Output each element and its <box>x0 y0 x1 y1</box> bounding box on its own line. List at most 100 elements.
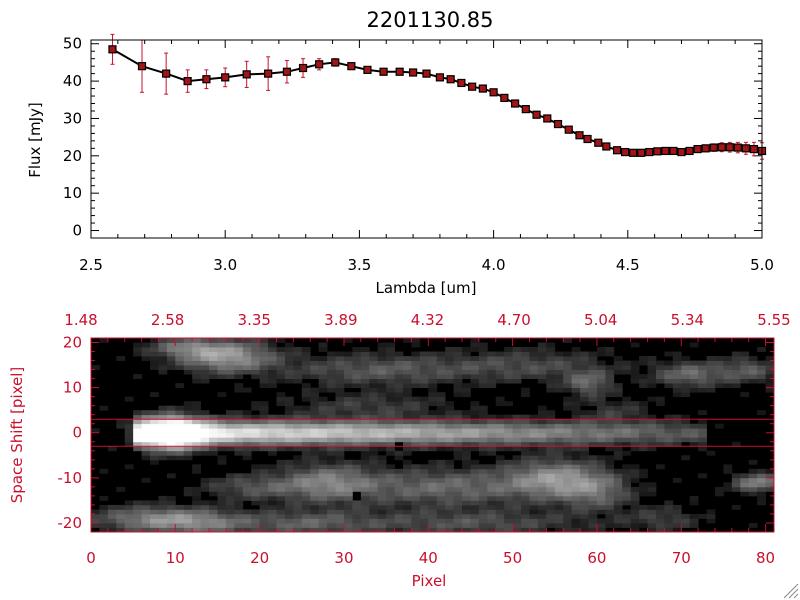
image-pixel <box>419 482 429 488</box>
image-pixel <box>580 414 589 420</box>
image-pixel <box>310 450 320 456</box>
image-pixel <box>276 513 286 519</box>
image-pixel <box>192 378 202 384</box>
image-pixel <box>428 468 438 474</box>
image-pixel <box>428 500 438 506</box>
image-pixel <box>748 374 758 379</box>
image-pixel <box>512 374 522 379</box>
image-pixel <box>268 504 277 510</box>
image-pixel <box>327 383 336 389</box>
image-pixel <box>192 374 202 379</box>
image-pixel <box>116 423 126 429</box>
image-pixel <box>158 351 168 357</box>
image-pixel <box>546 387 556 393</box>
image-pixel <box>268 419 277 425</box>
image-pixel <box>478 369 488 375</box>
image-pixel <box>200 410 210 416</box>
image-pixel <box>259 441 269 447</box>
image-pixel <box>268 441 277 447</box>
image-pixel <box>158 446 168 452</box>
image-pixel <box>537 419 547 425</box>
image-pixel <box>689 518 699 524</box>
image-pixel <box>462 383 471 389</box>
image-pixel <box>251 477 261 483</box>
image-pixel <box>293 491 303 497</box>
image-pixel <box>259 495 269 501</box>
spectrum-data-point <box>553 119 563 129</box>
spectrum-data-point <box>468 82 477 91</box>
image-pixel <box>731 378 741 384</box>
image-pixel <box>445 500 454 506</box>
image-pixel <box>217 414 227 420</box>
image-pixel <box>470 486 480 492</box>
image-pixel <box>225 522 235 528</box>
image-pixel <box>537 450 547 456</box>
image-pixel <box>546 365 556 370</box>
image-pixel <box>639 468 648 474</box>
image-pixel <box>217 342 227 348</box>
image-pixel <box>453 410 463 416</box>
image-pixel <box>293 513 303 519</box>
image-pixel <box>91 513 100 519</box>
image-pixel <box>748 365 758 370</box>
spectrum-markers <box>108 45 767 157</box>
image-pixel <box>554 527 564 533</box>
image-pixel <box>689 437 699 443</box>
image-pixel <box>276 446 286 452</box>
image-pixel <box>445 347 454 352</box>
image-pixel <box>571 405 581 411</box>
image-pixel <box>487 486 497 492</box>
spectrum-data-point <box>298 63 308 73</box>
image-pixel <box>377 491 387 497</box>
image-pixel <box>571 347 581 352</box>
image-pixel <box>166 405 176 411</box>
image-pixel <box>529 360 539 366</box>
image-pixel <box>546 482 556 488</box>
image-pixel <box>318 509 328 515</box>
image-pixel <box>546 383 556 389</box>
image-pixel <box>327 477 336 483</box>
image-pixel <box>529 446 539 452</box>
image-pixel <box>377 405 387 411</box>
image-pixel <box>698 513 707 519</box>
spectrum-data-point <box>629 148 638 157</box>
image-pixel <box>470 383 480 389</box>
image-pixel <box>166 455 176 461</box>
image-pixel <box>318 374 328 379</box>
image-pixel <box>360 513 370 519</box>
image-pixel <box>293 351 303 357</box>
image-pixel <box>259 477 269 483</box>
image-pixel <box>124 518 134 524</box>
image-pixel <box>369 491 379 497</box>
image-pixel <box>284 342 294 348</box>
image-pixel <box>369 509 379 515</box>
image-pixel <box>554 351 564 357</box>
image-pixel <box>200 374 210 379</box>
image-pixel <box>225 446 235 452</box>
image-pixel <box>124 513 134 519</box>
image-pixel <box>360 477 370 483</box>
image-pixel <box>402 464 412 470</box>
image-pixel <box>251 482 261 488</box>
image-pixel <box>445 428 454 434</box>
image-pixel <box>183 342 193 348</box>
image-pixel <box>133 423 142 429</box>
resize-grip-icon[interactable] <box>783 583 799 599</box>
image-pixel <box>419 477 429 483</box>
image-pixel <box>394 396 404 402</box>
image-pixel <box>411 522 421 528</box>
image-pixel <box>613 482 623 488</box>
image-pixel <box>512 482 522 488</box>
image-pixel <box>360 468 370 474</box>
image-pixel <box>563 378 573 384</box>
image-pixel <box>698 365 707 370</box>
image-pixel <box>200 369 210 375</box>
image-pixel <box>259 464 269 470</box>
image-pixel <box>596 491 606 497</box>
image-pixel <box>386 446 395 452</box>
image-pixel <box>259 504 269 510</box>
image-pixel <box>622 401 632 407</box>
image-pixel <box>504 423 513 429</box>
image-pixel <box>478 432 488 438</box>
image-pixel <box>521 468 530 474</box>
